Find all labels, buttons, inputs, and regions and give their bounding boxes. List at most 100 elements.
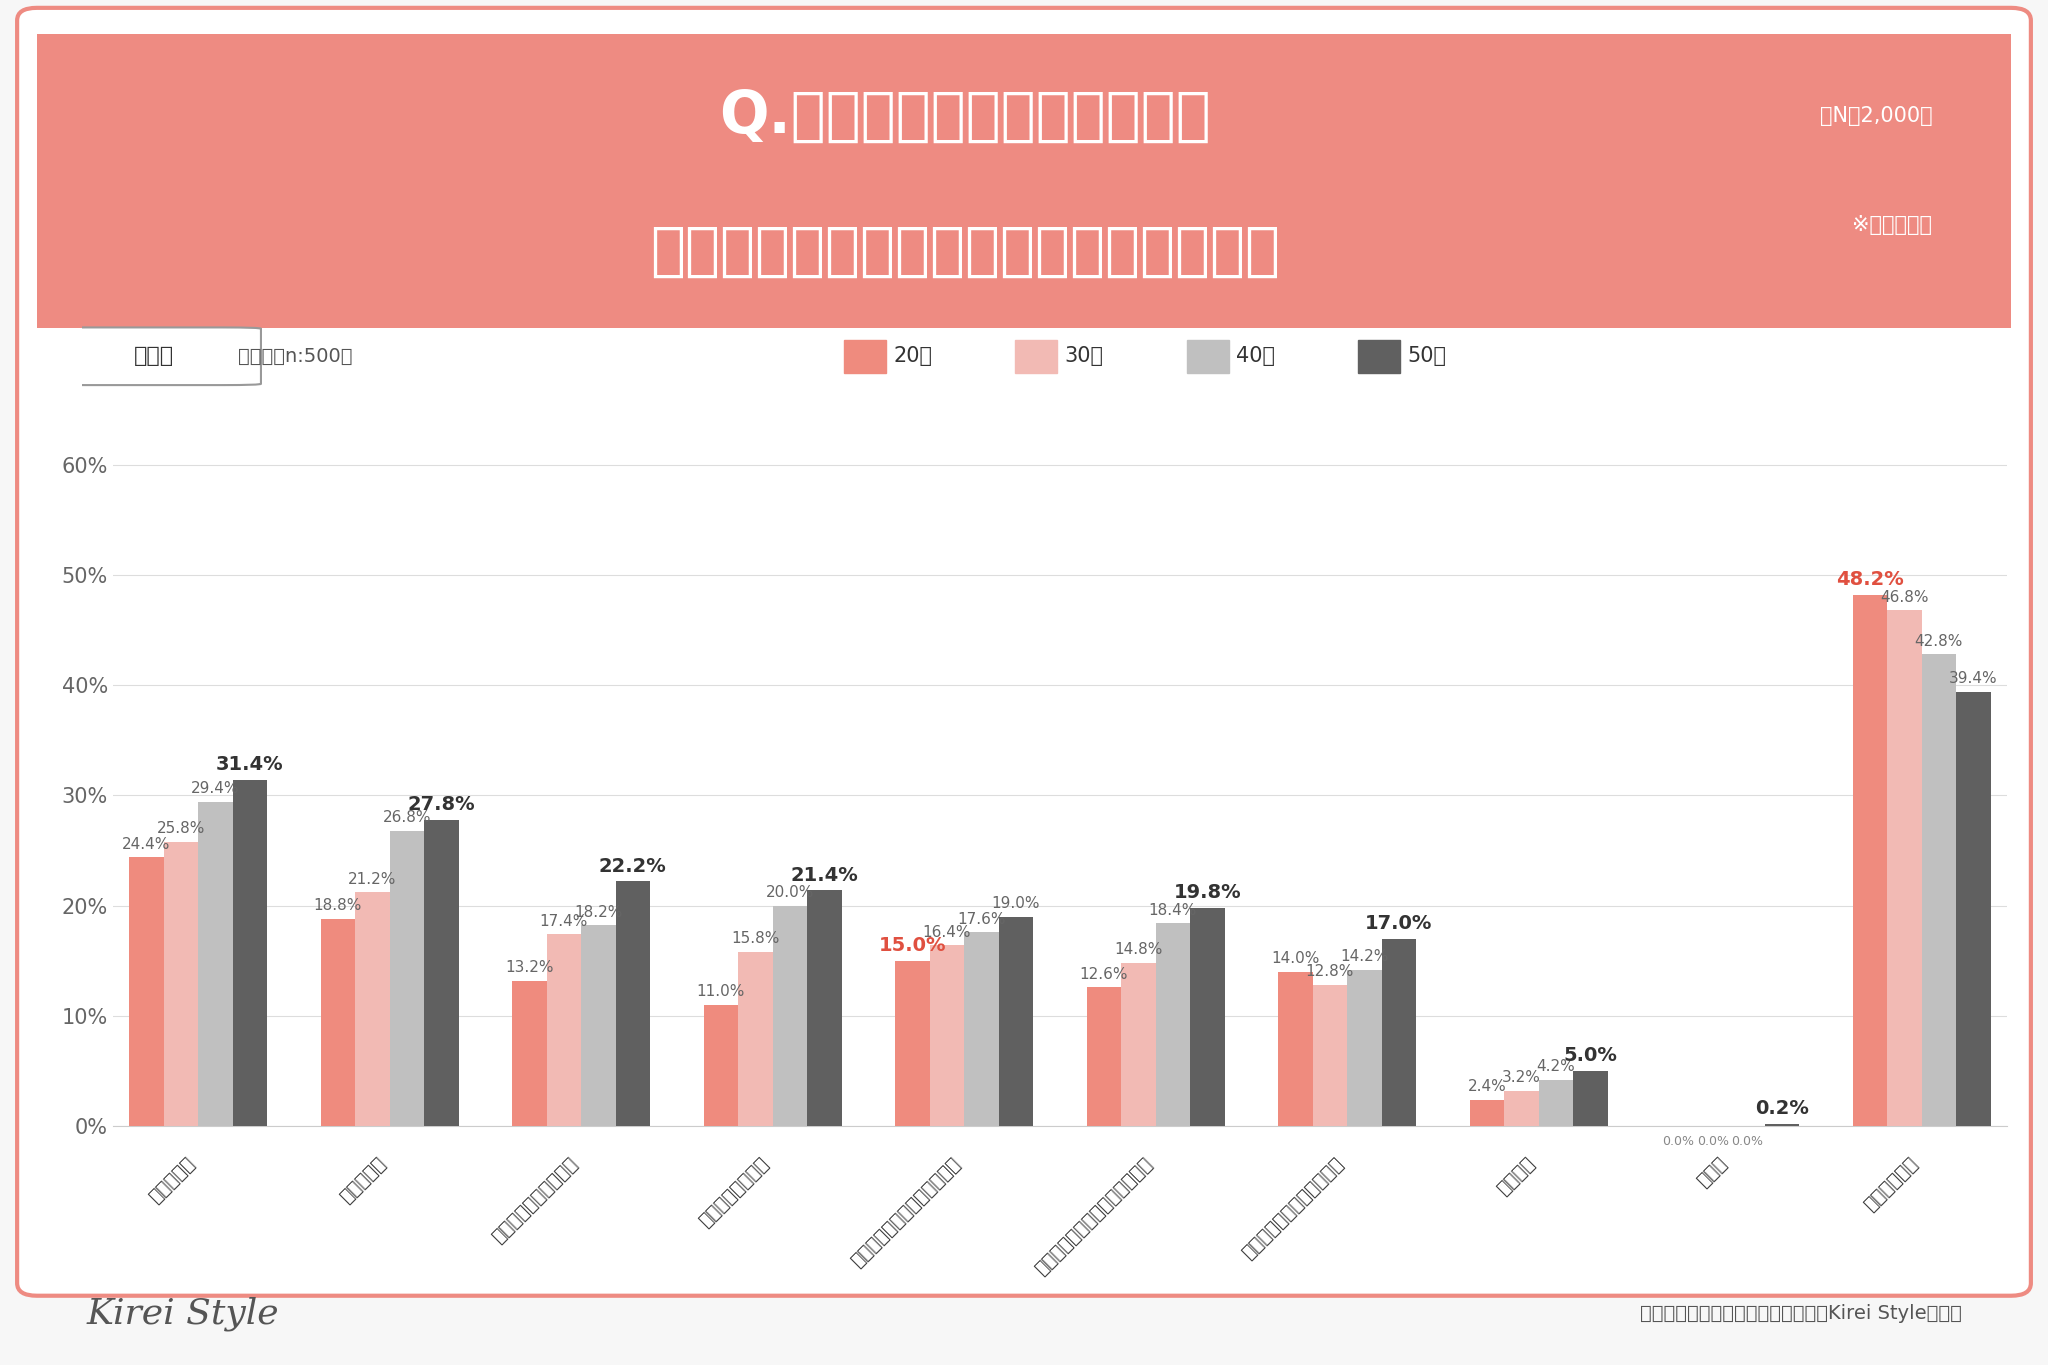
Text: 12.6%: 12.6%	[1079, 966, 1128, 981]
Text: 意識して行っていることはありますか？: 意識して行っていることはありますか？	[649, 222, 1280, 280]
Text: 筋トレ、ヨガ、ピラティス等: 筋トレ、ヨガ、ピラティス等	[848, 1153, 965, 1271]
Text: 21.2%: 21.2%	[348, 872, 397, 887]
Text: その他: その他	[1694, 1153, 1731, 1192]
Bar	[1186, 340, 1229, 373]
Text: 年代別: 年代別	[135, 347, 174, 366]
Text: 18.2%: 18.2%	[573, 905, 623, 920]
Text: 14.8%: 14.8%	[1114, 942, 1163, 957]
FancyBboxPatch shape	[47, 328, 260, 385]
Text: 11.0%: 11.0%	[696, 984, 745, 999]
Text: 紫外線対策: 紫外線対策	[336, 1153, 389, 1207]
Text: （N：2,000）: （N：2,000）	[1819, 106, 1931, 127]
Bar	[233, 779, 266, 1126]
Bar	[164, 842, 199, 1126]
Bar	[1538, 1080, 1573, 1126]
Bar	[389, 831, 424, 1126]
Bar	[1155, 923, 1190, 1126]
Text: 栄養を意識した食生活: 栄養を意識した食生活	[487, 1153, 582, 1246]
Text: 30代: 30代	[1065, 347, 1104, 366]
Bar	[844, 340, 885, 373]
Bar	[1503, 1091, 1538, 1126]
Bar	[512, 980, 547, 1126]
Text: 17.0%: 17.0%	[1366, 915, 1432, 934]
Bar	[424, 819, 459, 1126]
Bar	[1087, 987, 1120, 1126]
Text: 20代: 20代	[893, 347, 932, 366]
Text: 20.0%: 20.0%	[766, 885, 813, 900]
Text: 行っていない: 行っていない	[1860, 1153, 1921, 1215]
Text: 2.4%: 2.4%	[1468, 1080, 1505, 1095]
Bar	[1120, 962, 1155, 1126]
Text: 19.8%: 19.8%	[1174, 883, 1241, 902]
Bar	[1190, 908, 1225, 1126]
Text: （各年代n:500）: （各年代n:500）	[238, 347, 352, 366]
Text: 17.6%: 17.6%	[956, 912, 1006, 927]
Text: サプリメント・健康食品の摂取: サプリメント・健康食品の摂取	[1030, 1153, 1155, 1279]
Bar	[199, 803, 233, 1126]
Bar	[1016, 340, 1057, 373]
Text: 14.2%: 14.2%	[1339, 949, 1389, 964]
Text: 46.8%: 46.8%	[1880, 590, 1929, 605]
Text: 22.2%: 22.2%	[598, 857, 668, 876]
Bar	[807, 890, 842, 1126]
Bar	[772, 905, 807, 1126]
Text: 12.8%: 12.8%	[1307, 965, 1354, 980]
Text: 19.0%: 19.0%	[991, 897, 1040, 912]
Text: 育毛ケア: 育毛ケア	[1493, 1153, 1538, 1198]
Bar	[737, 951, 772, 1126]
Text: 0.0%: 0.0%	[1698, 1134, 1729, 1148]
Bar	[582, 925, 616, 1126]
Text: スキンケア: スキンケア	[145, 1153, 199, 1207]
Text: 18.8%: 18.8%	[313, 898, 362, 913]
Text: 27.8%: 27.8%	[408, 796, 475, 814]
Text: Q.アンチエイジングのために: Q.アンチエイジングのために	[719, 87, 1210, 145]
Text: 40代: 40代	[1237, 347, 1276, 366]
Bar	[1348, 969, 1382, 1126]
Text: 17.4%: 17.4%	[539, 913, 588, 928]
Text: 25.8%: 25.8%	[156, 822, 205, 837]
Bar	[129, 857, 164, 1126]
Bar	[999, 917, 1032, 1126]
Bar	[616, 882, 649, 1126]
Bar	[1470, 1100, 1503, 1126]
Text: 29.4%: 29.4%	[190, 782, 240, 797]
Bar	[1956, 692, 1991, 1126]
Bar	[1313, 986, 1348, 1126]
Bar	[1573, 1072, 1608, 1126]
Text: 0.0%: 0.0%	[1663, 1134, 1694, 1148]
Bar	[1278, 972, 1313, 1126]
Text: 睡眠に関すること: 睡眠に関すること	[696, 1153, 772, 1231]
Text: ジョギングなどの軽い運動: ジョギングなどの軽い運動	[1239, 1153, 1348, 1263]
Text: ※複数回答可: ※複数回答可	[1851, 214, 1931, 235]
Bar	[1765, 1123, 1798, 1126]
Bar	[1921, 654, 1956, 1126]
Text: 3.2%: 3.2%	[1501, 1070, 1540, 1085]
Text: 14.0%: 14.0%	[1272, 951, 1319, 966]
Text: 株式会社ビズキ　美容情報サイト『Kirei Style』調べ: 株式会社ビズキ 美容情報サイト『Kirei Style』調べ	[1640, 1305, 1962, 1323]
Text: 18.4%: 18.4%	[1149, 902, 1196, 917]
Bar	[322, 919, 354, 1126]
Text: 31.4%: 31.4%	[215, 755, 283, 774]
Text: 5.0%: 5.0%	[1563, 1047, 1618, 1066]
Text: 4.2%: 4.2%	[1536, 1059, 1575, 1074]
Text: 48.2%: 48.2%	[1837, 571, 1905, 590]
Text: 24.4%: 24.4%	[123, 837, 170, 852]
Bar	[930, 946, 965, 1126]
Text: 0.0%: 0.0%	[1731, 1134, 1763, 1148]
Text: 21.4%: 21.4%	[791, 865, 858, 885]
Bar	[547, 934, 582, 1126]
Bar	[354, 893, 389, 1126]
Text: 15.8%: 15.8%	[731, 931, 780, 946]
Bar	[1853, 595, 1886, 1126]
Text: 0.2%: 0.2%	[1755, 1099, 1808, 1118]
Text: Kirei Style: Kirei Style	[86, 1297, 279, 1331]
Text: 42.8%: 42.8%	[1915, 633, 1964, 648]
Bar	[1886, 610, 1921, 1126]
Text: 16.4%: 16.4%	[922, 925, 971, 940]
Text: 15.0%: 15.0%	[879, 936, 946, 956]
Text: 39.4%: 39.4%	[1950, 672, 1997, 687]
FancyBboxPatch shape	[0, 4, 2048, 430]
Bar	[895, 961, 930, 1126]
Text: 26.8%: 26.8%	[383, 811, 430, 824]
Text: 13.2%: 13.2%	[506, 960, 553, 975]
